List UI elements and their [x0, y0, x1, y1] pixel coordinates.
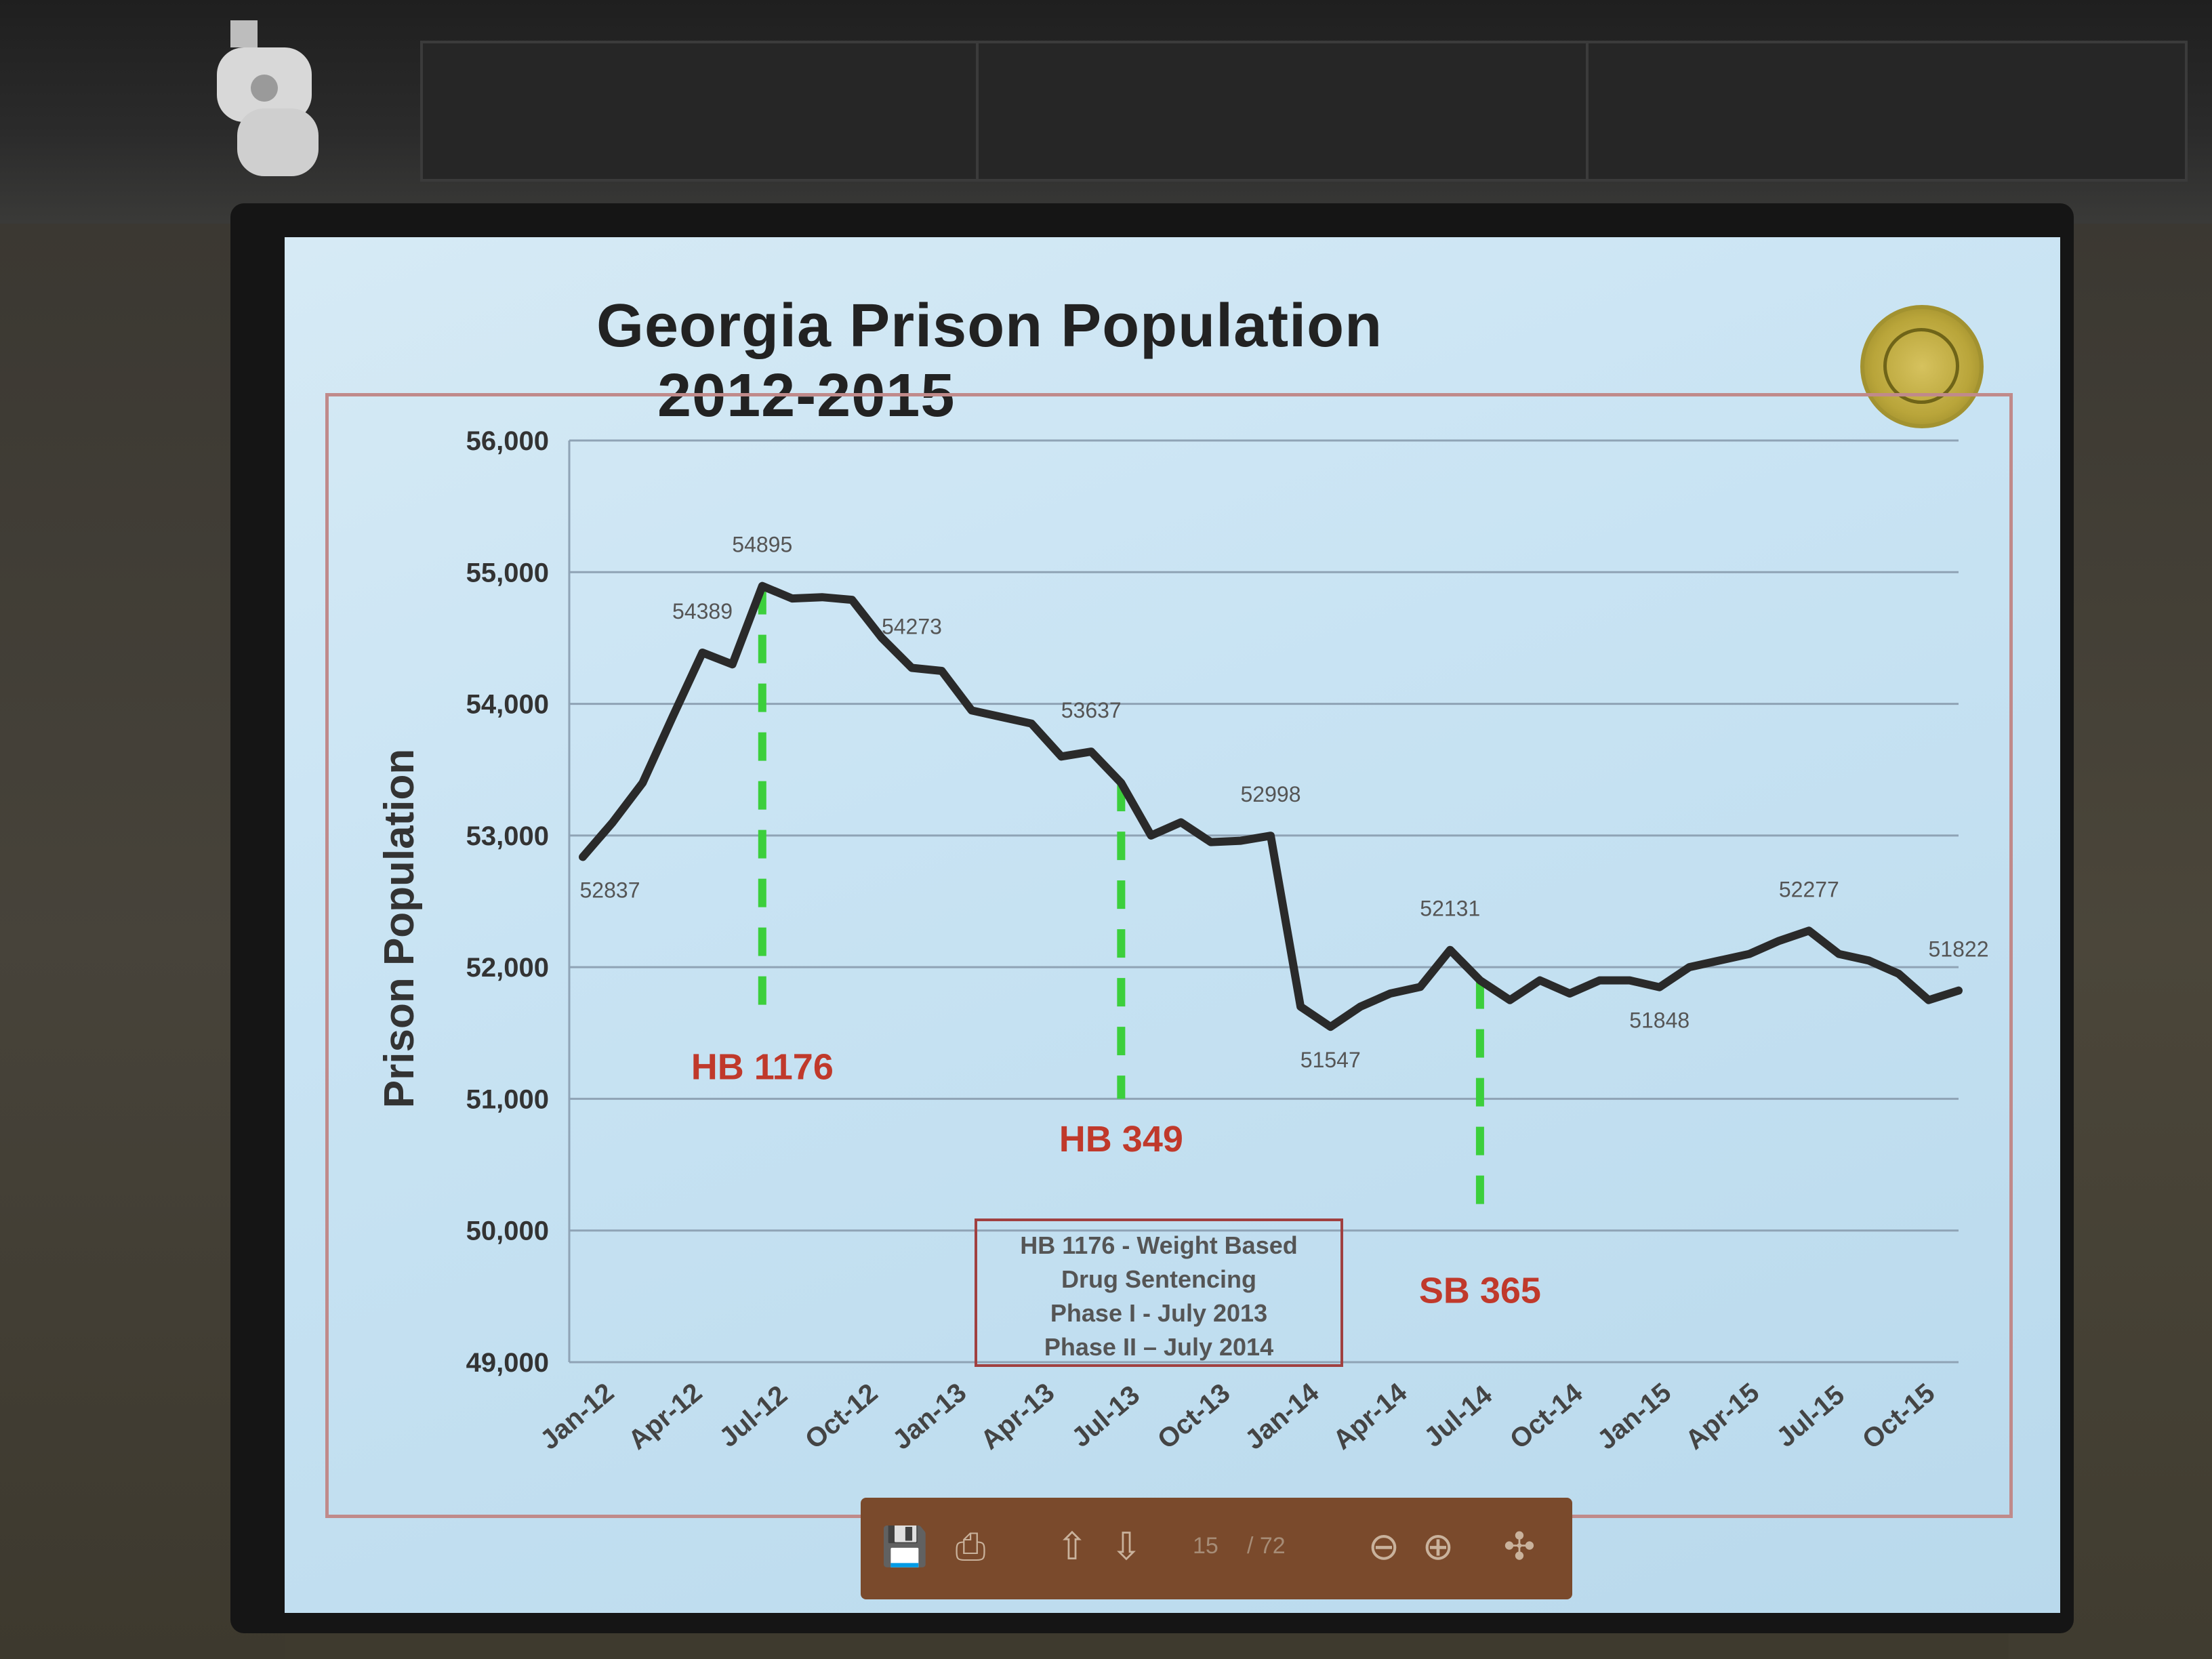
x-tick-label: Oct-12: [800, 1378, 884, 1455]
policy-marker-label: SB 365: [1419, 1271, 1541, 1311]
pdf-toolbar: 💾 ⎙ ⇧ ⇩ 15 / 72 ⊖ ⊕ ✣: [861, 1498, 1572, 1599]
x-tick-label: Jan-15: [1592, 1377, 1677, 1455]
x-tick-label: Oct-13: [1152, 1378, 1236, 1455]
x-tick-label: Jul-13: [1066, 1380, 1145, 1453]
ceiling-panel: [420, 41, 1036, 182]
policy-marker-label: HB 1176: [691, 1046, 834, 1087]
policy-marker-label: HB 349: [1059, 1119, 1183, 1160]
y-axis-label: Prison Population: [376, 749, 423, 1108]
x-tick-label: Apr-12: [623, 1377, 708, 1455]
y-tick-label: 49,000: [466, 1348, 549, 1378]
data-label: 51547: [1300, 1048, 1361, 1072]
data-label: 54273: [882, 615, 942, 639]
y-tick-label: 51,000: [466, 1084, 549, 1114]
y-tick-label: 55,000: [466, 558, 549, 588]
annotation-text: HB 1176 - Weight Based: [1020, 1231, 1297, 1259]
y-tick-label: 53,000: [466, 821, 549, 851]
x-tick-label: Jan-14: [1240, 1377, 1325, 1456]
annotation-text: Phase II – July 2014: [1044, 1333, 1273, 1361]
x-tick-label: Oct-14: [1504, 1378, 1589, 1455]
y-tick-label: 54,000: [466, 690, 549, 720]
projection-screen: Georgia Prison Population 2012-2015 56,0…: [285, 237, 2060, 1613]
data-label: 54389: [672, 599, 733, 623]
data-label: 52998: [1241, 782, 1301, 806]
ceiling-panel: [976, 41, 1645, 182]
ceiling: [0, 0, 2212, 224]
annotation-box: [975, 1218, 1343, 1367]
line-chart: 56,000 55,000 54,000 53,000 52,000 51,000 50,0…: [376, 426, 1989, 1456]
annotation-text: Phase I - July 2013: [1050, 1299, 1267, 1327]
zoom-in-icon[interactable]: ⊕: [1422, 1525, 1454, 1568]
y-tick-label: 56,000: [466, 426, 549, 456]
data-label: 54895: [732, 533, 792, 557]
y-tick-label: 52,000: [466, 953, 549, 983]
data-label: 52277: [1779, 877, 1839, 901]
annotation-text: Drug Sentencing: [1061, 1265, 1256, 1293]
x-tick-label: Jan-13: [887, 1377, 972, 1455]
title-text: Georgia Prison Population: [596, 292, 1383, 360]
data-label: 51822: [1929, 937, 1989, 962]
save-icon[interactable]: 💾: [881, 1525, 928, 1568]
x-tick-label: Jan-12: [535, 1377, 619, 1455]
x-tick-label: Apr-14: [1328, 1377, 1413, 1456]
acrobat-icon[interactable]: ✣: [1503, 1525, 1536, 1568]
data-label: 53637: [1061, 698, 1122, 722]
page-total: / 72: [1247, 1533, 1286, 1559]
x-tick-label: Apr-15: [1680, 1377, 1765, 1455]
x-tick-label: Jul-15: [1771, 1380, 1850, 1453]
population-series-line: [579, 581, 1963, 1031]
data-label: 52131: [1420, 897, 1480, 921]
data-label: 52837: [580, 878, 640, 903]
x-tick-label: Oct-15: [1857, 1378, 1941, 1455]
page-down-icon[interactable]: ⇩: [1110, 1525, 1143, 1568]
zoom-out-icon[interactable]: ⊖: [1368, 1525, 1400, 1568]
ceiling-light: [217, 20, 319, 176]
georgia-seal-logo: [1860, 305, 1984, 428]
data-label: 51848: [1629, 1008, 1689, 1033]
x-tick-label: Jul-12: [714, 1380, 793, 1453]
x-tick-label: Apr-13: [975, 1377, 1060, 1455]
ceiling-panel: [1586, 41, 2188, 182]
y-tick-label: 50,000: [466, 1216, 549, 1246]
page-up-icon[interactable]: ⇧: [1056, 1525, 1088, 1568]
x-tick-label: Jul-14: [1418, 1380, 1498, 1454]
print-icon[interactable]: ⎙: [955, 1525, 986, 1568]
page-number[interactable]: 15: [1193, 1533, 1218, 1559]
